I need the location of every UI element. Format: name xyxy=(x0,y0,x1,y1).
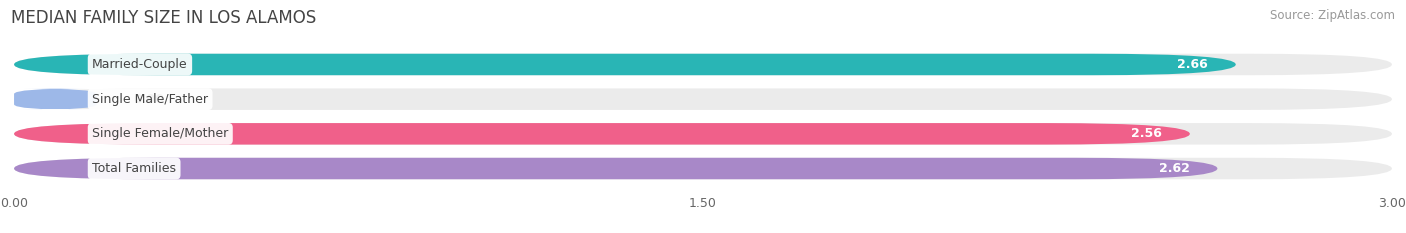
Text: 2.62: 2.62 xyxy=(1159,162,1189,175)
Text: Married-Couple: Married-Couple xyxy=(93,58,188,71)
FancyBboxPatch shape xyxy=(14,88,1392,110)
Text: Source: ZipAtlas.com: Source: ZipAtlas.com xyxy=(1270,9,1395,22)
Text: Single Female/Mother: Single Female/Mother xyxy=(93,127,228,140)
Text: Single Male/Father: Single Male/Father xyxy=(93,93,208,106)
Text: 2.66: 2.66 xyxy=(1177,58,1208,71)
FancyBboxPatch shape xyxy=(14,54,1236,75)
FancyBboxPatch shape xyxy=(14,88,97,110)
Text: MEDIAN FAMILY SIZE IN LOS ALAMOS: MEDIAN FAMILY SIZE IN LOS ALAMOS xyxy=(11,9,316,27)
FancyBboxPatch shape xyxy=(14,158,1218,179)
FancyBboxPatch shape xyxy=(14,158,1392,179)
FancyBboxPatch shape xyxy=(14,123,1189,145)
FancyBboxPatch shape xyxy=(14,123,1392,145)
FancyBboxPatch shape xyxy=(14,54,1392,75)
Text: 2.56: 2.56 xyxy=(1132,127,1163,140)
Text: 0.00: 0.00 xyxy=(134,93,165,106)
Text: Total Families: Total Families xyxy=(93,162,176,175)
